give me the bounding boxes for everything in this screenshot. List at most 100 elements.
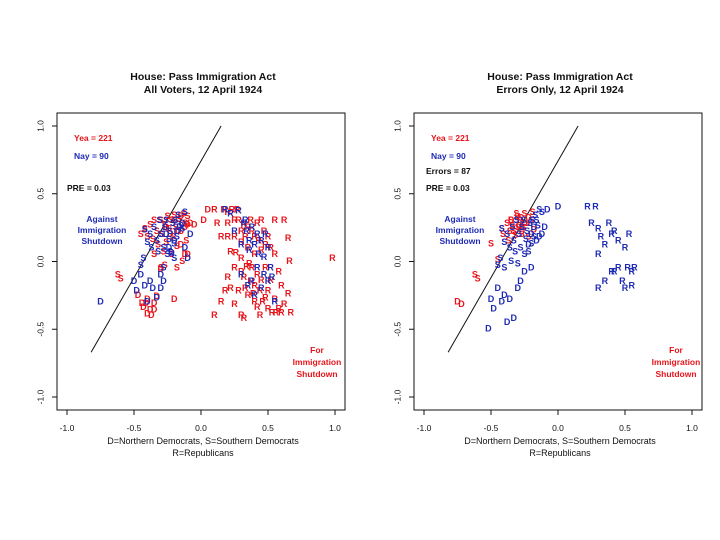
yea-northern-democrat-point: D <box>178 240 185 250</box>
nay-southern-democrat-point: S <box>530 215 536 225</box>
yea-northern-democrat-point: D <box>204 204 211 214</box>
nay-northern-democrat-point: D <box>528 263 535 273</box>
nay-northern-democrat-point: D <box>504 317 511 327</box>
x-tick-label: 1.0 <box>686 423 698 433</box>
yea-southern-democrat-point: S <box>526 231 532 241</box>
nay-southern-democrat-point: S <box>539 207 545 217</box>
yea-republican-point: R <box>218 297 225 307</box>
panel-title-line-2: All Voters, 12 April 1924 <box>144 84 263 96</box>
nay-southern-democrat-point: S <box>167 246 173 256</box>
yea-northern-democrat-point: D <box>178 211 185 221</box>
yea-southern-democrat-point: S <box>164 211 170 221</box>
yea-republican-point: R <box>249 226 256 236</box>
yea-southern-democrat-point: S <box>524 218 530 228</box>
yea-southern-democrat-point: S <box>512 230 518 240</box>
nay-southern-democrat-point: S <box>509 222 515 232</box>
yea-southern-democrat-point: S <box>162 219 168 229</box>
yea-republican-point: R <box>235 286 242 296</box>
y-tick-label: 1.0 <box>392 120 402 132</box>
nay-southern-democrat-point: S <box>513 215 519 225</box>
nay-republican-point: R <box>227 208 234 218</box>
nay-republican-point: R <box>624 263 631 273</box>
yea-southern-democrat-point: S <box>151 215 157 225</box>
nay-republican-point: R <box>255 249 262 259</box>
y-tick-label: -0.5 <box>392 322 402 337</box>
nay-southern-democrat-point: S <box>173 215 179 225</box>
yea-republican-point: R <box>211 204 218 214</box>
nay-northern-democrat-point: D <box>154 292 161 302</box>
yea-northern-democrat-point: D <box>454 297 461 307</box>
nay-southern-democrat-point: S <box>531 231 537 241</box>
yea-republican-point: R <box>246 259 253 269</box>
yea-republican-point: R <box>278 280 285 290</box>
nay-republican-point: R <box>251 240 258 250</box>
yea-republican-point: R <box>221 204 228 214</box>
yea-southern-democrat-point: S <box>151 249 157 259</box>
yea-republican-point: R <box>231 231 238 241</box>
yea-northern-democrat-point: D <box>521 218 528 228</box>
yea-northern-democrat-point: D <box>163 222 170 232</box>
y-tick-label: 0.5 <box>392 188 402 200</box>
yea-republican-point: R <box>262 263 269 273</box>
yea-southern-democrat-point: S <box>528 215 534 225</box>
x-axis: -1.0 -0.5 0.0 0.5 1.0 <box>60 410 341 433</box>
nay-republican-point: R <box>258 283 265 293</box>
yea-southern-democrat-point: S <box>118 273 124 283</box>
nay-republican-point: R <box>271 297 278 307</box>
nay-republican-point: R <box>595 249 602 259</box>
y-tick-label: -0.5 <box>35 322 45 337</box>
nay-northern-democrat-point: D <box>485 324 492 334</box>
yea-republican-point: R <box>229 204 236 214</box>
nay-republican-point: R <box>246 236 253 246</box>
nay-southern-democrat-point: S <box>142 225 148 235</box>
nay-southern-democrat-point: S <box>163 215 169 225</box>
nay-northern-democrat-point: D <box>525 240 532 250</box>
nay-republican-point: R <box>615 236 622 246</box>
nay-republican-point: R <box>231 226 238 236</box>
nay-republican-point: R <box>615 263 622 273</box>
nay-southern-democrat-point: S <box>151 222 157 232</box>
nay-republican-point: R <box>628 280 635 290</box>
yea-southern-democrat-point: S <box>174 241 180 251</box>
yea-southern-democrat-point: S <box>147 219 153 229</box>
x-axis-title-line-1: D=Northern Democrats, S=Southern Democra… <box>464 436 656 446</box>
yea-southern-democrat-point: S <box>521 208 527 218</box>
nay-southern-democrat-point: S <box>523 234 529 244</box>
yea-northern-democrat-point: D <box>144 294 151 304</box>
nay-northern-democrat-point: D <box>517 276 524 286</box>
nay-republican-point: R <box>265 276 272 286</box>
nay-northern-democrat-point: D <box>141 280 148 290</box>
nay-southern-democrat-point: S <box>519 222 525 232</box>
yea-northern-democrat-point: D <box>151 305 158 315</box>
nay-republican-point: R <box>608 229 615 239</box>
yea-republican-point: R <box>255 236 262 246</box>
nay-republican-point: R <box>254 263 261 273</box>
nay-southern-democrat-point: S <box>175 210 181 220</box>
for-label-line-3: Shutdown <box>655 369 696 379</box>
nay-southern-democrat-point: S <box>170 218 176 228</box>
yea-northern-democrat-point: D <box>508 215 515 225</box>
nay-northern-democrat-point: D <box>533 236 540 246</box>
nay-northern-democrat-point: D <box>521 267 528 277</box>
yea-republican-point: R <box>281 299 288 309</box>
yea-republican-point: R <box>257 310 264 320</box>
nay-southern-democrat-point: S <box>154 236 160 246</box>
nay-northern-democrat-point: D <box>555 202 562 212</box>
nay-northern-democrat-point: D <box>541 222 548 232</box>
nay-southern-democrat-point: S <box>148 242 154 252</box>
yea-republican-point: R <box>258 245 265 255</box>
yea-northern-democrat-point: D <box>187 218 194 228</box>
nay-republican-point: R <box>261 252 268 262</box>
y-tick-label: -1.0 <box>35 389 45 404</box>
nay-republican-point: R <box>622 283 629 293</box>
yea-northern-democrat-point: D <box>519 226 526 236</box>
yea-republican-point: R <box>278 307 285 317</box>
yea-southern-democrat-point: S <box>181 208 187 218</box>
nay-northern-democrat-point: D <box>507 294 514 304</box>
nay-northern-democrat-point: D <box>158 283 165 293</box>
yea-northern-democrat-point: D <box>154 291 161 301</box>
yea-republican-point: R <box>271 294 278 304</box>
nay-northern-democrat-point: D <box>544 204 551 214</box>
nay-republican-point: R <box>258 236 265 246</box>
